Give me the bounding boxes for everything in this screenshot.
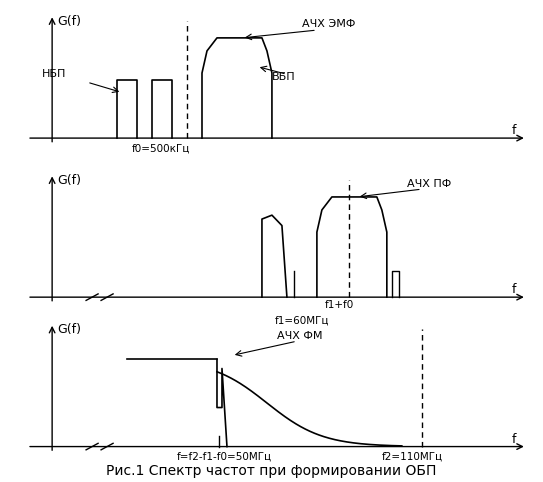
Text: АЧХ ФМ: АЧХ ФМ [277, 331, 323, 341]
Text: f=f2-f1-f0=50МГц: f=f2-f1-f0=50МГц [177, 452, 272, 462]
Text: f2=110МГц: f2=110МГц [382, 452, 443, 462]
Text: НБП: НБП [42, 69, 66, 79]
Text: АЧХ ЭМФ: АЧХ ЭМФ [302, 19, 355, 29]
Text: Рис.1 Спектр частот при формировании ОБП: Рис.1 Спектр частот при формировании ОБП [106, 464, 437, 478]
Text: f: f [512, 433, 516, 446]
Text: f: f [512, 283, 516, 296]
Text: G(f): G(f) [57, 174, 81, 187]
Text: f0=500кГц: f0=500кГц [132, 143, 191, 153]
Text: G(f): G(f) [57, 15, 81, 28]
Text: f1+f0: f1+f0 [324, 300, 353, 309]
Text: G(f): G(f) [57, 323, 81, 336]
Text: АЧХ ПФ: АЧХ ПФ [407, 178, 451, 188]
Text: ВБП: ВБП [272, 71, 295, 81]
Text: f: f [512, 124, 516, 137]
Text: f1=60МГц: f1=60МГц [274, 315, 329, 325]
